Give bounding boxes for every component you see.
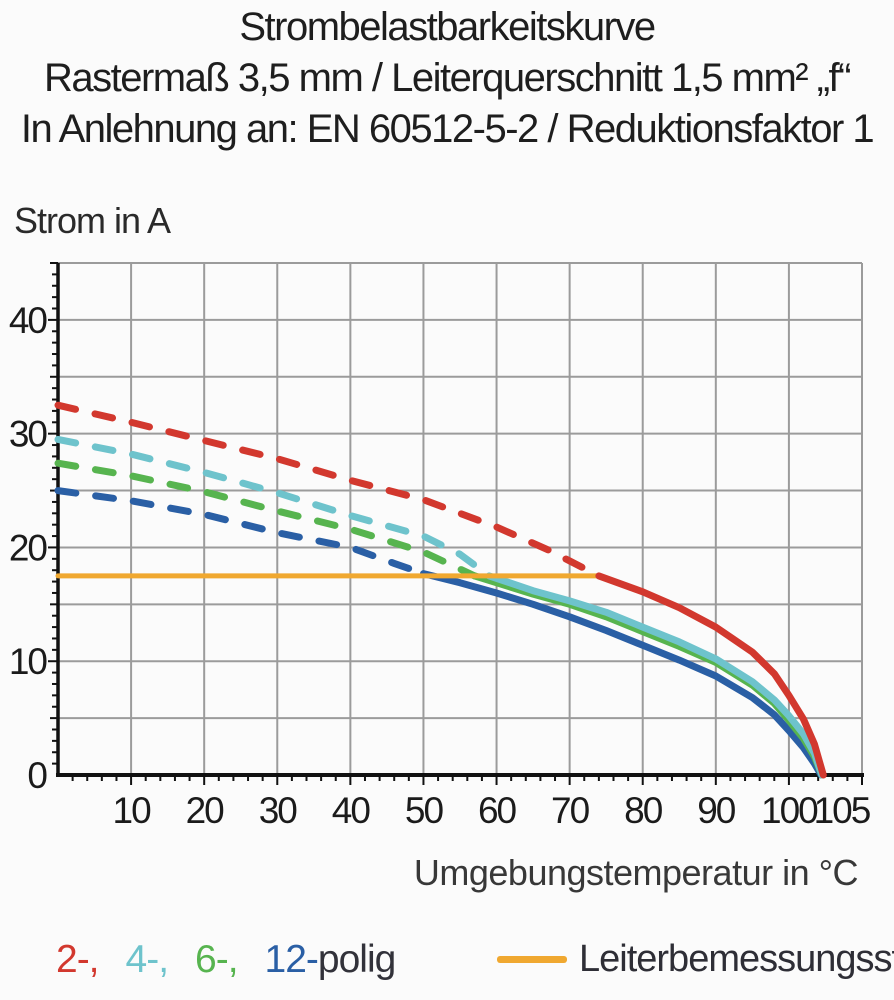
rated-current-label: Leiterbemessungsstrom xyxy=(579,938,894,980)
svg-text:10: 10 xyxy=(113,790,152,831)
svg-text:0: 0 xyxy=(27,755,47,796)
svg-text:40: 40 xyxy=(9,300,48,341)
axis-ticks xyxy=(48,262,863,785)
chart-title-line-2: Rastermaß 3,5 mm / Leiterquerschnitt 1,5… xyxy=(43,56,852,100)
axes xyxy=(56,263,864,777)
svg-text:10: 10 xyxy=(9,641,48,682)
svg-text:90: 90 xyxy=(697,790,736,831)
legend-item-2polig: 2-, xyxy=(56,938,100,981)
svg-text:40: 40 xyxy=(332,790,371,831)
legend-item-12polig: 12- xyxy=(264,938,319,981)
legend-item-6polig: 6-, xyxy=(195,938,239,981)
legend-polig-suffix: polig xyxy=(317,938,396,981)
chart-title-line-3: In Anlehnung an: EN 60512-5-2 / Reduktio… xyxy=(20,107,875,151)
x-axis-title: Umgebungstemperatur in °C xyxy=(413,852,859,893)
svg-text:30: 30 xyxy=(9,414,48,455)
chart-title-line-1: Strombelastbarkeitskurve xyxy=(239,5,656,49)
svg-text:20: 20 xyxy=(9,527,48,568)
y-axis-title: Strom in A xyxy=(14,200,171,241)
series-4-polig xyxy=(54,435,826,779)
series-12-polig xyxy=(54,487,825,779)
svg-text:30: 30 xyxy=(259,790,298,831)
svg-text:60: 60 xyxy=(478,790,517,831)
svg-text:100: 100 xyxy=(761,790,818,831)
rated-current-legend: Leiterbemessungsstrom xyxy=(497,938,894,981)
svg-text:20: 20 xyxy=(186,790,225,831)
series-2-polig xyxy=(54,401,827,779)
svg-text:70: 70 xyxy=(551,790,590,831)
svg-text:105: 105 xyxy=(814,790,871,831)
gridlines xyxy=(58,262,863,775)
rated-current-line-swatch xyxy=(497,956,567,963)
legend-item-4polig: 4-, xyxy=(125,938,170,981)
chart-title: Strombelastbarkeitskurve Rastermaß 3,5 m… xyxy=(0,2,894,155)
poles-legend: 2-, 4-, 6-, 12-polig xyxy=(56,938,396,982)
y-tick-labels: 0 10 20 30 40 xyxy=(9,300,50,796)
svg-text:80: 80 xyxy=(624,790,663,831)
svg-text:50: 50 xyxy=(405,790,444,831)
